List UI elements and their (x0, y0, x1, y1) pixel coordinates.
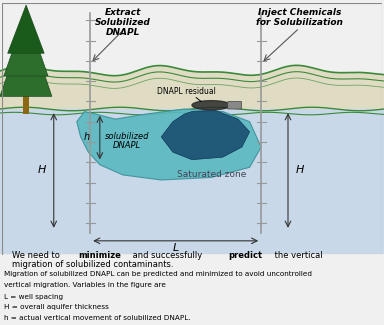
Text: We need to: We need to (12, 251, 62, 260)
Text: h = actual vertical movement of solubilized DNAPL.: h = actual vertical movement of solubili… (4, 315, 190, 321)
FancyBboxPatch shape (23, 94, 29, 114)
Text: solubilized: solubilized (104, 132, 149, 141)
Text: H = overall aquifer thickness: H = overall aquifer thickness (4, 305, 109, 310)
Text: H: H (295, 165, 304, 175)
Polygon shape (161, 110, 250, 160)
FancyBboxPatch shape (228, 101, 242, 109)
Text: Migration of solubilized DNAPL can be predicted and minimized to avoid uncontrol: Migration of solubilized DNAPL can be pr… (4, 270, 312, 277)
Text: the vertical: the vertical (272, 251, 323, 260)
FancyBboxPatch shape (0, 109, 384, 254)
Text: H: H (38, 165, 46, 175)
Text: predict: predict (228, 251, 263, 260)
Polygon shape (77, 109, 261, 180)
Polygon shape (0, 20, 52, 96)
Text: vertical migration. Variables in the figure are: vertical migration. Variables in the fig… (4, 282, 166, 288)
Polygon shape (8, 5, 44, 53)
Text: migration of solubilized contaminants.: migration of solubilized contaminants. (12, 260, 173, 269)
Text: Saturated zone: Saturated zone (177, 170, 246, 179)
Text: Inject Chemicals
for Solubilization: Inject Chemicals for Solubilization (256, 7, 343, 27)
Text: L = well spacing: L = well spacing (4, 294, 63, 300)
Text: h: h (83, 132, 89, 142)
Text: L: L (172, 243, 179, 254)
Polygon shape (192, 101, 230, 110)
Polygon shape (0, 65, 384, 109)
Text: and successfully: and successfully (130, 251, 205, 260)
Polygon shape (4, 13, 48, 76)
Text: minimize: minimize (79, 251, 122, 260)
Text: Extract
Solubilized
DNAPL: Extract Solubilized DNAPL (95, 7, 151, 37)
Text: DNAPL residual: DNAPL residual (157, 87, 216, 96)
Text: DNAPL: DNAPL (113, 141, 141, 150)
